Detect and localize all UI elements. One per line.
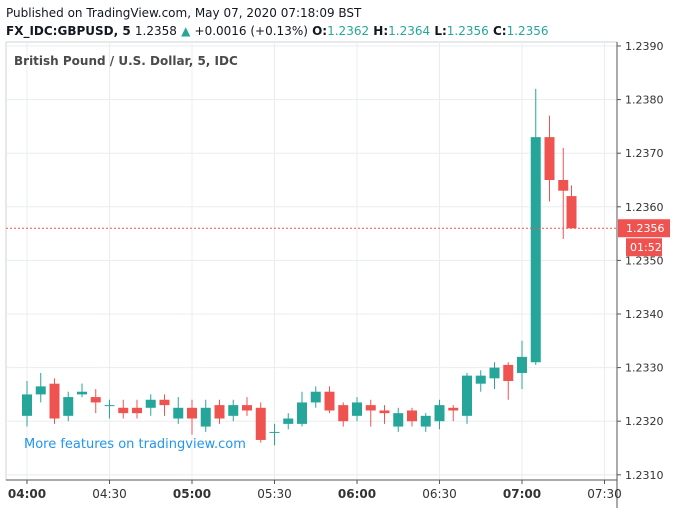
price-tick-label: 1.2340 (625, 308, 664, 321)
candle-body (132, 407, 142, 414)
candle-body (118, 407, 129, 414)
candle-body (566, 196, 577, 229)
candle-body (338, 405, 349, 422)
time-tick-label: 05:30 (257, 487, 292, 501)
candle-body (242, 405, 252, 411)
plot-frame (5, 41, 618, 481)
candle-body (187, 407, 197, 419)
candle-body (214, 405, 225, 419)
candle-body (104, 405, 115, 407)
candle-body (324, 391, 335, 411)
candle-body (90, 397, 101, 403)
time-tick-label: 06:30 (422, 487, 457, 501)
chart-header: Published on TradingView.com, May 07, 20… (6, 4, 549, 40)
candle-body (407, 410, 417, 422)
candle-body (22, 394, 32, 416)
chart-title: British Pound / U.S. Dollar, 5, IDC (14, 54, 238, 68)
time-tick-label: 06:00 (338, 487, 376, 501)
close-label: C: (492, 24, 507, 38)
price-tick-label: 1.2380 (625, 94, 664, 107)
candle-body (379, 410, 390, 414)
candle-body (297, 402, 307, 424)
candle-body (35, 386, 46, 395)
candle-body (228, 405, 239, 416)
candle-body (530, 137, 541, 363)
last-price-badge (618, 219, 670, 238)
low-label: L: (434, 24, 447, 38)
price-tick-label: 1.2370 (625, 147, 664, 160)
last-value: 1.2358 (134, 24, 177, 38)
time-tick-label: 07:00 (503, 487, 541, 501)
low-value: 1.2356 (446, 24, 489, 38)
candle-body (558, 180, 569, 191)
candle-body (49, 383, 60, 419)
countdown-badge (626, 238, 662, 257)
candle-body (365, 405, 376, 411)
promo-link[interactable]: More features on tradingview.com (24, 437, 246, 452)
candle-body (517, 356, 527, 373)
time-tick-label: 04:00 (8, 487, 46, 501)
last-price-label: 1.2356 (626, 222, 665, 235)
candle-body (448, 407, 459, 411)
candle-body (352, 402, 362, 416)
candle-body (475, 375, 486, 384)
time-tick-label: 05:00 (173, 487, 211, 501)
time-tick-label: 04:30 (92, 487, 127, 501)
candle-body (434, 405, 445, 422)
high-label: H: (373, 24, 389, 38)
candle-body (503, 364, 514, 381)
candle-body (145, 399, 156, 408)
candle-body (173, 407, 184, 419)
price-tick-label: 1.2360 (625, 201, 664, 214)
candle-body (462, 375, 472, 416)
candle-body (283, 418, 294, 424)
candle-body (269, 431, 280, 433)
symbol-label: FX_IDC:GBPUSD, 5 (6, 24, 131, 38)
grid (5, 41, 618, 481)
price-tick-label: 1.2320 (625, 415, 664, 428)
candle-body (255, 407, 266, 440)
countdown-label: 01:52 (630, 241, 662, 254)
candle-body (200, 407, 211, 427)
price-tick-label: 1.2350 (625, 254, 664, 267)
ohlc-line: FX_IDC:GBPUSD, 5 1.2358 ▲ +0.0016 (+0.13… (6, 22, 549, 40)
close-value: 1.2356 (506, 24, 549, 38)
open-label: O: (312, 24, 328, 38)
candle-body (544, 137, 555, 180)
candles (22, 88, 577, 446)
candle-body (420, 415, 431, 427)
open-value: 1.2362 (327, 24, 370, 38)
candle-body (393, 413, 404, 427)
time-axis[interactable]: 04:00 04:30 05:00 05:30 06:00 06:30 07:00 07:30 (6, 479, 622, 501)
price-axis[interactable]: 1.2390 1.2380 1.2370 1.2360 1.2350 1.2340 1.23… (616, 40, 670, 508)
candle-body (77, 391, 87, 395)
time-tick-label: 07:30 (587, 487, 622, 501)
high-value: 1.2364 (388, 24, 431, 38)
change-value: +0.0016 (+0.13%) (194, 24, 308, 38)
price-tick-label: 1.2330 (625, 362, 664, 375)
candle-body (310, 391, 321, 403)
price-tick-label: 1.2390 (625, 40, 664, 53)
up-arrow-icon: ▲ (181, 24, 191, 38)
candle-body (63, 397, 74, 416)
candle-body (159, 399, 170, 406)
published-line: Published on TradingView.com, May 07, 20… (6, 6, 362, 20)
candle-body (489, 367, 500, 379)
price-tick-label: 1.2310 (625, 469, 664, 482)
